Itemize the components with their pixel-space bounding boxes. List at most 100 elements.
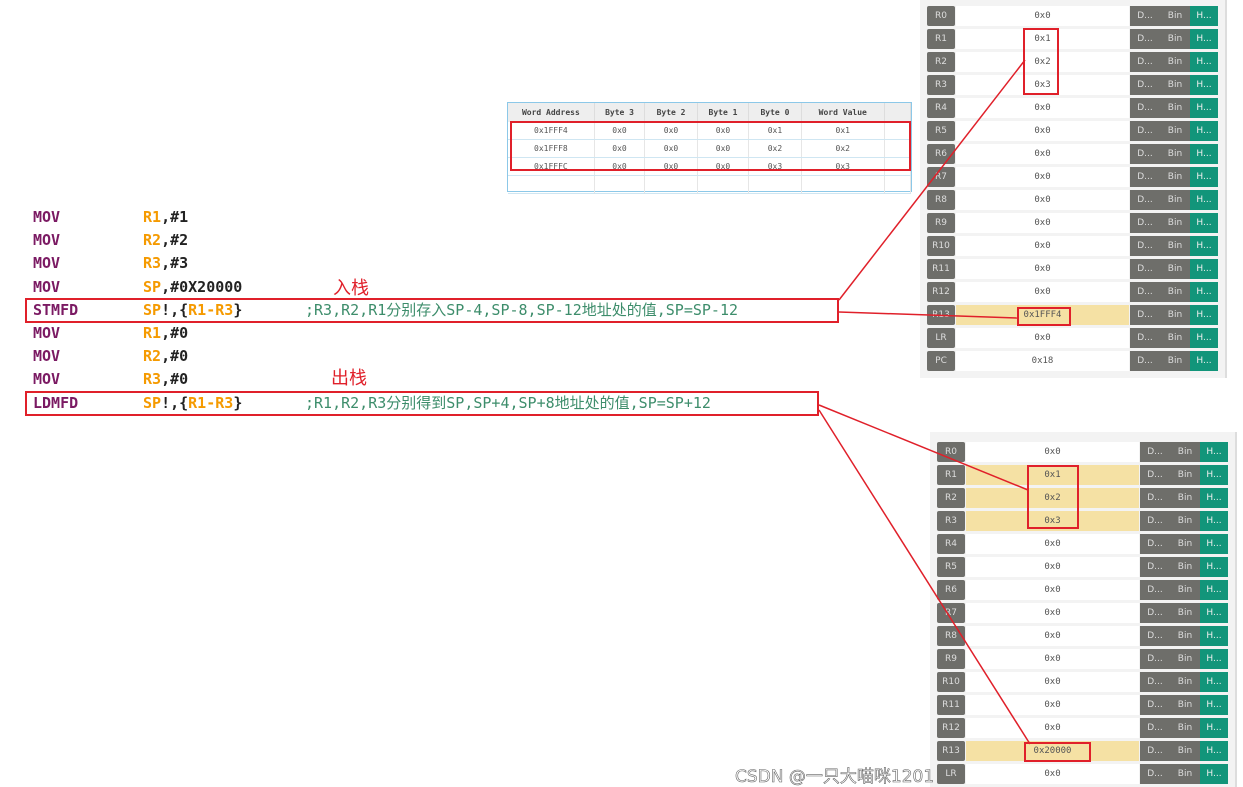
dec-format-button[interactable]: D... bbox=[1130, 75, 1160, 95]
register-value[interactable]: 0x0 bbox=[956, 167, 1129, 187]
bin-format-button[interactable]: Bin bbox=[1160, 29, 1190, 49]
register-value[interactable]: 0x0 bbox=[956, 236, 1129, 256]
dec-format-button[interactable]: D... bbox=[1140, 603, 1170, 623]
dec-format-button[interactable]: D... bbox=[1130, 98, 1160, 118]
hex-format-button[interactable]: H... bbox=[1190, 121, 1218, 141]
dec-format-button[interactable]: D... bbox=[1140, 741, 1170, 761]
register-value[interactable]: 0x0 bbox=[966, 442, 1139, 462]
dec-format-button[interactable]: D... bbox=[1130, 305, 1160, 325]
bin-format-button[interactable]: Bin bbox=[1160, 213, 1190, 233]
hex-format-button[interactable]: H... bbox=[1200, 465, 1228, 485]
dec-format-button[interactable]: D... bbox=[1140, 764, 1170, 784]
hex-format-button[interactable]: H... bbox=[1190, 144, 1218, 164]
bin-format-button[interactable]: Bin bbox=[1170, 557, 1200, 577]
register-value[interactable]: 0x0 bbox=[956, 190, 1129, 210]
register-value[interactable]: 0x2 bbox=[966, 488, 1139, 508]
hex-format-button[interactable]: H... bbox=[1190, 167, 1218, 187]
hex-format-button[interactable]: H... bbox=[1190, 328, 1218, 348]
hex-format-button[interactable]: H... bbox=[1200, 488, 1228, 508]
hex-format-button[interactable]: H... bbox=[1200, 442, 1228, 462]
hex-format-button[interactable]: H... bbox=[1200, 741, 1228, 761]
hex-format-button[interactable]: H... bbox=[1190, 282, 1218, 302]
dec-format-button[interactable]: D... bbox=[1140, 626, 1170, 646]
dec-format-button[interactable]: D... bbox=[1140, 488, 1170, 508]
bin-format-button[interactable]: Bin bbox=[1170, 626, 1200, 646]
hex-format-button[interactable]: H... bbox=[1200, 672, 1228, 692]
bin-format-button[interactable]: Bin bbox=[1170, 695, 1200, 715]
register-value[interactable]: 0x20000 bbox=[966, 741, 1139, 761]
hex-format-button[interactable]: H... bbox=[1200, 557, 1228, 577]
bin-format-button[interactable]: Bin bbox=[1160, 52, 1190, 72]
dec-format-button[interactable]: D... bbox=[1140, 442, 1170, 462]
hex-format-button[interactable]: H... bbox=[1190, 6, 1218, 26]
bin-format-button[interactable]: Bin bbox=[1170, 534, 1200, 554]
dec-format-button[interactable]: D... bbox=[1130, 29, 1160, 49]
bin-format-button[interactable]: Bin bbox=[1160, 351, 1190, 371]
bin-format-button[interactable]: Bin bbox=[1170, 511, 1200, 531]
bin-format-button[interactable]: Bin bbox=[1170, 741, 1200, 761]
dec-format-button[interactable]: D... bbox=[1140, 534, 1170, 554]
dec-format-button[interactable]: D... bbox=[1140, 718, 1170, 738]
bin-format-button[interactable]: Bin bbox=[1170, 442, 1200, 462]
bin-format-button[interactable]: Bin bbox=[1160, 305, 1190, 325]
bin-format-button[interactable]: Bin bbox=[1160, 6, 1190, 26]
bin-format-button[interactable]: Bin bbox=[1160, 144, 1190, 164]
hex-format-button[interactable]: H... bbox=[1190, 52, 1218, 72]
hex-format-button[interactable]: H... bbox=[1200, 603, 1228, 623]
bin-format-button[interactable]: Bin bbox=[1170, 718, 1200, 738]
register-value[interactable]: 0x0 bbox=[966, 672, 1139, 692]
hex-format-button[interactable]: H... bbox=[1200, 649, 1228, 669]
register-value[interactable]: 0x0 bbox=[956, 121, 1129, 141]
dec-format-button[interactable]: D... bbox=[1140, 465, 1170, 485]
bin-format-button[interactable]: Bin bbox=[1170, 649, 1200, 669]
hex-format-button[interactable]: H... bbox=[1200, 580, 1228, 600]
hex-format-button[interactable]: H... bbox=[1190, 98, 1218, 118]
dec-format-button[interactable]: D... bbox=[1140, 672, 1170, 692]
register-value[interactable]: 0x0 bbox=[966, 649, 1139, 669]
register-value[interactable]: 0x0 bbox=[966, 764, 1139, 784]
register-value[interactable]: 0x0 bbox=[956, 282, 1129, 302]
register-value[interactable]: 0x18 bbox=[956, 351, 1129, 371]
bin-format-button[interactable]: Bin bbox=[1160, 75, 1190, 95]
hex-format-button[interactable]: H... bbox=[1190, 75, 1218, 95]
dec-format-button[interactable]: D... bbox=[1130, 121, 1160, 141]
dec-format-button[interactable]: D... bbox=[1140, 511, 1170, 531]
bin-format-button[interactable]: Bin bbox=[1160, 282, 1190, 302]
hex-format-button[interactable]: H... bbox=[1200, 511, 1228, 531]
register-value[interactable]: 0x0 bbox=[966, 580, 1139, 600]
bin-format-button[interactable]: Bin bbox=[1170, 672, 1200, 692]
register-value[interactable]: 0x0 bbox=[956, 144, 1129, 164]
register-value[interactable]: 0x0 bbox=[956, 213, 1129, 233]
bin-format-button[interactable]: Bin bbox=[1160, 236, 1190, 256]
dec-format-button[interactable]: D... bbox=[1140, 649, 1170, 669]
register-value[interactable]: 0x0 bbox=[966, 557, 1139, 577]
register-value[interactable]: 0x1 bbox=[956, 29, 1129, 49]
hex-format-button[interactable]: H... bbox=[1190, 213, 1218, 233]
bin-format-button[interactable]: Bin bbox=[1170, 488, 1200, 508]
hex-format-button[interactable]: H... bbox=[1190, 259, 1218, 279]
dec-format-button[interactable]: D... bbox=[1130, 190, 1160, 210]
bin-format-button[interactable]: Bin bbox=[1160, 121, 1190, 141]
dec-format-button[interactable]: D... bbox=[1130, 351, 1160, 371]
dec-format-button[interactable]: D... bbox=[1130, 52, 1160, 72]
register-value[interactable]: 0x0 bbox=[966, 603, 1139, 623]
register-value[interactable]: 0x3 bbox=[956, 75, 1129, 95]
register-value[interactable]: 0x0 bbox=[966, 534, 1139, 554]
register-value[interactable]: 0x0 bbox=[956, 98, 1129, 118]
bin-format-button[interactable]: Bin bbox=[1170, 603, 1200, 623]
hex-format-button[interactable]: H... bbox=[1200, 534, 1228, 554]
dec-format-button[interactable]: D... bbox=[1130, 236, 1160, 256]
hex-format-button[interactable]: H... bbox=[1190, 29, 1218, 49]
register-value[interactable]: 0x1 bbox=[966, 465, 1139, 485]
bin-format-button[interactable]: Bin bbox=[1160, 167, 1190, 187]
register-value[interactable]: 0x3 bbox=[966, 511, 1139, 531]
dec-format-button[interactable]: D... bbox=[1130, 259, 1160, 279]
hex-format-button[interactable]: H... bbox=[1190, 351, 1218, 371]
hex-format-button[interactable]: H... bbox=[1190, 190, 1218, 210]
bin-format-button[interactable]: Bin bbox=[1170, 465, 1200, 485]
dec-format-button[interactable]: D... bbox=[1140, 695, 1170, 715]
hex-format-button[interactable]: H... bbox=[1200, 764, 1228, 784]
dec-format-button[interactable]: D... bbox=[1130, 144, 1160, 164]
dec-format-button[interactable]: D... bbox=[1130, 213, 1160, 233]
hex-format-button[interactable]: H... bbox=[1200, 695, 1228, 715]
